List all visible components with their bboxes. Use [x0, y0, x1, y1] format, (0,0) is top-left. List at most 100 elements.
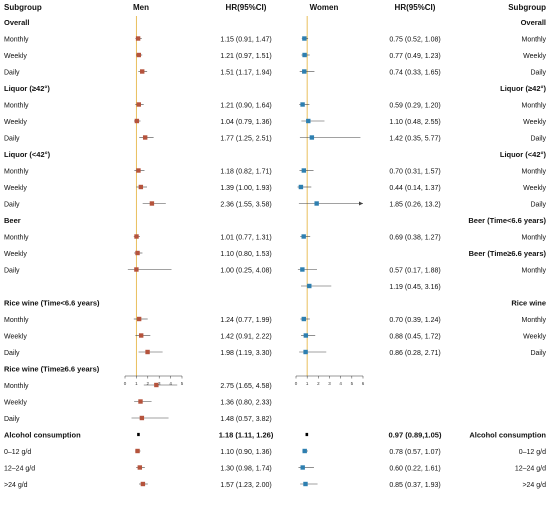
women-row-label: Daily [530, 350, 546, 357]
women-estimate-text: 0.77 (0.49, 1.23) [389, 53, 440, 60]
men-row-label: Weekly [4, 251, 27, 258]
men-estimate-text: 2.36 (1.55, 3.58) [220, 202, 271, 209]
men-estimate-text: 1.04 (0.79, 1.36) [220, 119, 271, 126]
women-ci-arrow [359, 201, 363, 206]
women-x-tick-label: 2 [317, 381, 320, 386]
women-estimate-text: 0.70 (0.31, 1.57) [389, 169, 440, 176]
men-hr-marker [139, 415, 145, 421]
men-hr-marker [134, 234, 139, 239]
women-row-label: Weekly [523, 119, 546, 126]
women-overall-marker [305, 432, 309, 437]
women-row-label: Monthly [521, 268, 546, 275]
women-hr-marker [309, 135, 315, 140]
men-estimate-text: 1.51 (1.17, 1.94) [220, 70, 271, 77]
women-estimate-text: 0.85 (0.37, 1.93) [389, 482, 440, 489]
men-row-label: Daily [4, 416, 20, 423]
women-hr-marker [314, 201, 319, 206]
women-row-label: Weekly [523, 334, 546, 341]
men-x-tick-label: 2 [147, 381, 150, 386]
men-row-label: Monthly [4, 317, 29, 324]
men-row-label: Weekly [4, 185, 27, 192]
men-estimate-text: 1.18 (1.11, 1.26) [219, 431, 274, 440]
men-x-tick-label: 0 [124, 381, 127, 386]
men-estimate-text: 1.10 (0.80, 1.53) [220, 251, 271, 258]
women-row-label: Weekly [523, 185, 546, 192]
men-row-label: Overall [4, 18, 29, 27]
women-row-label: Liquor (<42°) [500, 150, 547, 159]
women-hr-marker [306, 118, 311, 124]
men-row-label: Monthly [4, 169, 29, 176]
men-subgroup-header: Subgroup [4, 3, 42, 12]
women-row-label: >24 g/d [522, 482, 546, 489]
men-row-label: Monthly [4, 383, 29, 390]
men-row-label: 12–24 g/d [4, 466, 35, 473]
women-estimate-text: 0.88 (0.45, 1.72) [389, 334, 440, 341]
men-row-label: Daily [4, 136, 20, 143]
men-row-label: Weekly [4, 53, 27, 60]
men-row-label: Beer [4, 216, 21, 225]
men-group-header: Men [133, 3, 149, 12]
men-row-label: Weekly [4, 119, 27, 126]
women-hr-marker [300, 267, 305, 272]
men-row-label: Rice wine (Time<6.6 years) [4, 299, 100, 308]
women-row-label: Daily [530, 202, 546, 209]
men-estimate-text: 1.57 (1.23, 2.00) [220, 482, 271, 489]
women-hr-marker [298, 184, 304, 190]
women-x-tick-label: 1 [306, 381, 309, 386]
women-hr-marker [302, 36, 307, 41]
women-estimate-text: 0.44 (0.14, 1.37) [389, 185, 440, 192]
women-row-label: Overall [521, 18, 546, 27]
women-hr-marker [307, 283, 312, 289]
men-row-label: Alcohol consumption [4, 431, 81, 440]
women-row-label: Daily [530, 136, 546, 143]
women-estimate-text: 1.85 (0.26, 13.2) [389, 202, 440, 209]
men-hr-marker [136, 316, 142, 322]
men-estimate-text: 1.21 (0.90, 1.64) [220, 103, 271, 110]
men-hr-marker [138, 399, 143, 404]
men-estimate-text: 2.75 (1.65, 4.58) [220, 383, 271, 390]
men-row-label: Weekly [4, 334, 27, 341]
column-headers: Subgroup Men HR(95%CI) Women HR(95%CI) Subgro… [4, 3, 546, 12]
women-row-label: Monthly [521, 169, 546, 176]
women-hr-marker [301, 316, 307, 322]
women-x-tick-label: 6 [362, 381, 365, 386]
men-hr-marker [136, 168, 141, 173]
women-estimate-text: 0.74 (0.33, 1.65) [389, 70, 440, 77]
men-hr-marker [138, 333, 144, 338]
women-estimate-text: 0.97 (0.89,1.05) [389, 431, 442, 440]
women-hr-marker [302, 448, 307, 454]
men-estimate-text: 1.42 (0.91, 2.22) [220, 334, 271, 341]
women-hr-marker [300, 465, 305, 470]
women-hr-marker [301, 168, 307, 173]
men-row-label: Daily [4, 268, 20, 275]
men-row-label: Monthly [4, 235, 29, 242]
men-row-label: Daily [4, 70, 20, 77]
men-hr-marker [134, 267, 139, 272]
women-hr-marker [300, 102, 305, 107]
men-hr-marker [149, 201, 155, 206]
women-row-label: Alcohol consumption [469, 431, 546, 440]
men-estimate-text: 1.10 (0.90, 1.36) [220, 449, 271, 456]
men-hr-marker [142, 135, 148, 140]
women-estimate-text: 0.86 (0.28, 2.71) [389, 350, 440, 357]
women-x-tick-label: 5 [351, 381, 354, 386]
men-overall-marker [137, 432, 140, 437]
women-row-label: Monthly [521, 317, 546, 324]
women-group-header: Women [310, 3, 339, 12]
women-hr-marker [302, 69, 307, 74]
men-hr-marker [136, 52, 141, 58]
men-x-tick-label: 1 [135, 381, 138, 386]
men-hr-marker [134, 118, 140, 124]
men-hr-marker [138, 184, 144, 190]
women-estimate-text: 1.10 (0.48, 2.55) [389, 119, 440, 126]
men-row-label: Liquor (≥42°) [4, 84, 50, 93]
men-estimate-text: 1.00 (0.25, 4.08) [220, 268, 271, 275]
women-estimate-text: 0.57 (0.17, 1.88) [389, 268, 440, 275]
women-estimate-text: 0.78 (0.57, 1.07) [389, 449, 440, 456]
men-row-label: Liquor (<42°) [4, 150, 51, 159]
men-row-label: >24 g/d [4, 482, 28, 489]
men-estimate-text: 1.48 (0.57, 3.82) [220, 416, 271, 423]
men-estimate-text: 1.24 (0.77, 1.99) [220, 317, 271, 324]
women-estimate-text: 0.70 (0.39, 1.24) [389, 317, 440, 324]
men-hr-marker [140, 69, 145, 74]
